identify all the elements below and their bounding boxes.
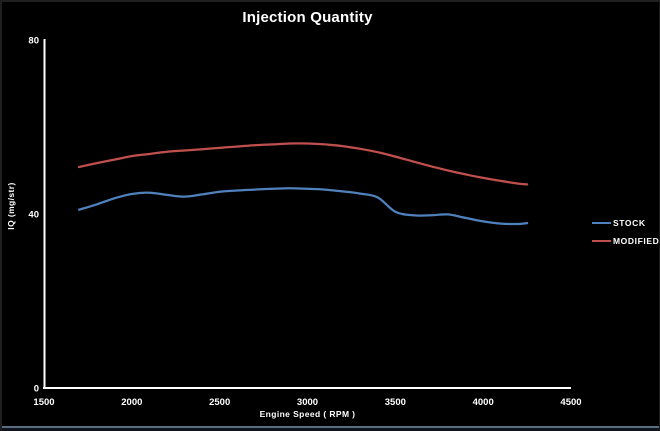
legend-label-modified: MODIFIED xyxy=(613,236,660,246)
x-tick-label: 3500 xyxy=(385,397,406,408)
modified-line-swatch xyxy=(592,240,611,242)
y-tick-label: 40 xyxy=(28,210,39,221)
x-tick-label: 2000 xyxy=(121,397,142,408)
chart-title: Injection Quantity xyxy=(242,9,373,26)
y-tick-label: 80 xyxy=(28,36,39,47)
series-line-stock xyxy=(77,187,529,226)
y-axis-title: IQ (mg/str) xyxy=(6,182,16,230)
window-bottom-fill xyxy=(2,428,659,431)
y-tick-label: 0 xyxy=(34,384,39,395)
window-bottom-edge xyxy=(2,426,659,428)
legend: STOCK MODIFIED xyxy=(592,218,659,246)
legend-item-modified: MODIFIED xyxy=(592,236,659,246)
legend-label-stock: STOCK xyxy=(613,218,646,228)
x-tick-label: 1500 xyxy=(33,397,54,408)
x-axis-title: Engine Speed ( RPM ) xyxy=(259,409,356,419)
x-tick-label: 4000 xyxy=(473,397,494,408)
x-tick-label: 4500 xyxy=(560,397,581,408)
stock-line-swatch xyxy=(592,222,611,224)
series-line-modified xyxy=(77,142,529,186)
legend-item-stock: STOCK xyxy=(592,218,659,228)
x-tick-label: 3000 xyxy=(297,397,318,408)
x-tick-label: 2500 xyxy=(209,397,230,408)
